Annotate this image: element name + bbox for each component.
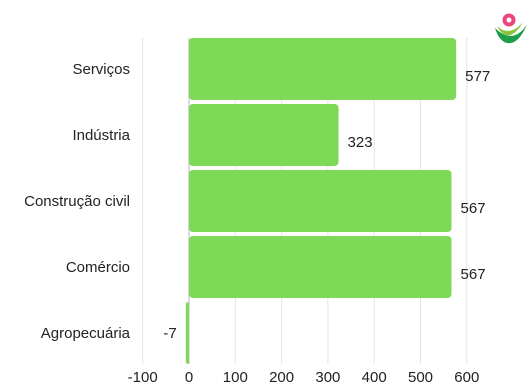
x-tick-label-6: 500 xyxy=(408,369,433,385)
bar-2 xyxy=(189,170,452,232)
data-labels: 577 323 567 567 -7 xyxy=(163,68,490,342)
data-label-4: -7 xyxy=(163,325,176,342)
x-tick-label-3: 200 xyxy=(269,369,294,385)
x-tick-label-2: 100 xyxy=(223,369,248,385)
bar-1 xyxy=(189,104,339,166)
x-tick-label-7: 600 xyxy=(454,369,479,385)
category-label-2: Construção civil xyxy=(24,193,130,210)
x-tick-label-1: 0 xyxy=(185,369,193,385)
logo-swoosh-light xyxy=(497,22,523,36)
x-tick-label-4: 300 xyxy=(315,369,340,385)
category-labels: Serviços Indústria Construção civil Comérci… xyxy=(24,61,131,342)
data-label-0: 577 xyxy=(465,68,490,85)
x-axis-ticks: -100 0 100 200 300 400 500 600 xyxy=(128,369,480,385)
data-label-1: 323 xyxy=(348,134,373,151)
category-label-4: Agropecuária xyxy=(41,325,131,342)
brand-logo xyxy=(495,13,527,44)
category-label-3: Comércio xyxy=(66,259,130,276)
logo-dot-center xyxy=(506,17,512,23)
x-tick-label-5: 400 xyxy=(362,369,387,385)
category-label-0: Serviços xyxy=(72,61,130,78)
bars xyxy=(185,38,457,364)
bar-0 xyxy=(189,38,457,100)
bar-4 xyxy=(185,302,189,364)
category-label-1: Indústria xyxy=(72,127,130,144)
x-tick-label-0: -100 xyxy=(128,369,158,385)
logo-swoosh-dark xyxy=(495,24,527,44)
data-label-2: 567 xyxy=(461,200,486,217)
data-label-3: 567 xyxy=(461,266,486,283)
bar-3 xyxy=(189,236,452,298)
